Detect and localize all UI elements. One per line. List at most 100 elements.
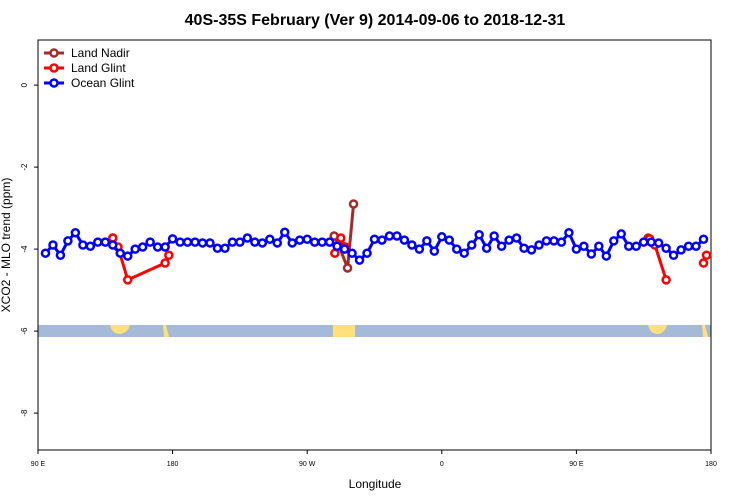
point: [242, 233, 253, 243]
point: [40, 248, 51, 258]
point: [63, 236, 73, 246]
point: [698, 258, 709, 268]
legend-marker: [49, 63, 59, 73]
point: [220, 243, 230, 254]
point: [489, 231, 499, 241]
point: [466, 240, 477, 250]
land: [110, 325, 130, 334]
x-axis-label: Longitude: [349, 477, 402, 491]
y-tick-label: -8: [20, 409, 29, 417]
point: [235, 237, 245, 247]
point: [250, 237, 260, 247]
point: [342, 263, 353, 273]
y-tick-label: -2: [20, 163, 29, 171]
point: [70, 227, 81, 238]
point: [549, 236, 559, 246]
point: [48, 240, 58, 250]
legend-label: Land Nadir: [71, 46, 130, 60]
land: [333, 325, 355, 337]
x-tick-label: 180: [705, 461, 717, 468]
legend-marker: [49, 78, 59, 88]
land: [702, 325, 708, 337]
point: [369, 234, 380, 245]
point: [616, 229, 627, 239]
point: [85, 241, 96, 251]
point: [638, 237, 649, 247]
point: [167, 234, 178, 244]
land-band: [38, 325, 711, 337]
point: [175, 237, 185, 247]
point: [646, 237, 656, 247]
point: [339, 244, 350, 254]
point: [287, 238, 297, 248]
point: [701, 250, 712, 260]
land: [648, 325, 667, 334]
point: [294, 235, 305, 245]
point: [78, 240, 88, 250]
ocean-strip: [38, 325, 711, 337]
point: [160, 258, 170, 268]
legend-marker: [49, 48, 59, 58]
point: [272, 238, 283, 248]
x-tick-label: 90 E: [569, 461, 584, 468]
point: [265, 234, 275, 245]
point: [354, 255, 365, 265]
point: [631, 241, 641, 251]
point: [474, 230, 484, 240]
y-tick-label: -4: [20, 245, 29, 253]
point: [496, 241, 507, 251]
point: [257, 238, 268, 248]
point: [55, 250, 66, 260]
point: [407, 240, 417, 250]
point: [519, 243, 529, 254]
point: [601, 251, 612, 261]
point: [444, 235, 455, 245]
point: [182, 237, 193, 247]
point: [594, 241, 604, 251]
point: [698, 234, 709, 245]
point: [332, 241, 342, 251]
point: [556, 237, 567, 247]
point: [422, 236, 432, 246]
point: [152, 242, 163, 252]
point: [534, 240, 544, 250]
point: [122, 275, 133, 285]
point: [691, 241, 701, 251]
x-tick-label: 90 E: [31, 461, 46, 468]
point: [302, 234, 312, 245]
point: [93, 237, 103, 247]
point: [429, 246, 440, 256]
point: [586, 249, 597, 259]
point: [164, 250, 174, 260]
x-tick-label: 90 W: [299, 461, 316, 468]
point: [399, 235, 410, 245]
point: [145, 237, 155, 247]
point: [564, 227, 574, 238]
point: [280, 227, 290, 238]
point: [137, 242, 148, 252]
point: [541, 236, 552, 246]
point: [571, 244, 582, 254]
point: [205, 238, 215, 248]
point: [623, 241, 634, 251]
point: [160, 242, 170, 252]
point: [362, 248, 372, 258]
point: [683, 241, 694, 251]
point: [108, 240, 118, 250]
y-tick-label: -6: [20, 327, 29, 335]
point: [609, 236, 619, 246]
y-axis-label: XCO2 - MLO trend (ppm): [0, 178, 13, 313]
point: [384, 231, 395, 241]
legend-label: Land Glint: [71, 61, 126, 75]
legend-label: Ocean Glint: [71, 76, 135, 90]
x-tick-label: 180: [167, 461, 179, 468]
point: [459, 248, 469, 258]
point: [481, 243, 492, 254]
point: [392, 231, 402, 241]
point: [452, 244, 462, 254]
point: [336, 233, 346, 243]
point: [661, 275, 671, 285]
point: [511, 233, 522, 243]
